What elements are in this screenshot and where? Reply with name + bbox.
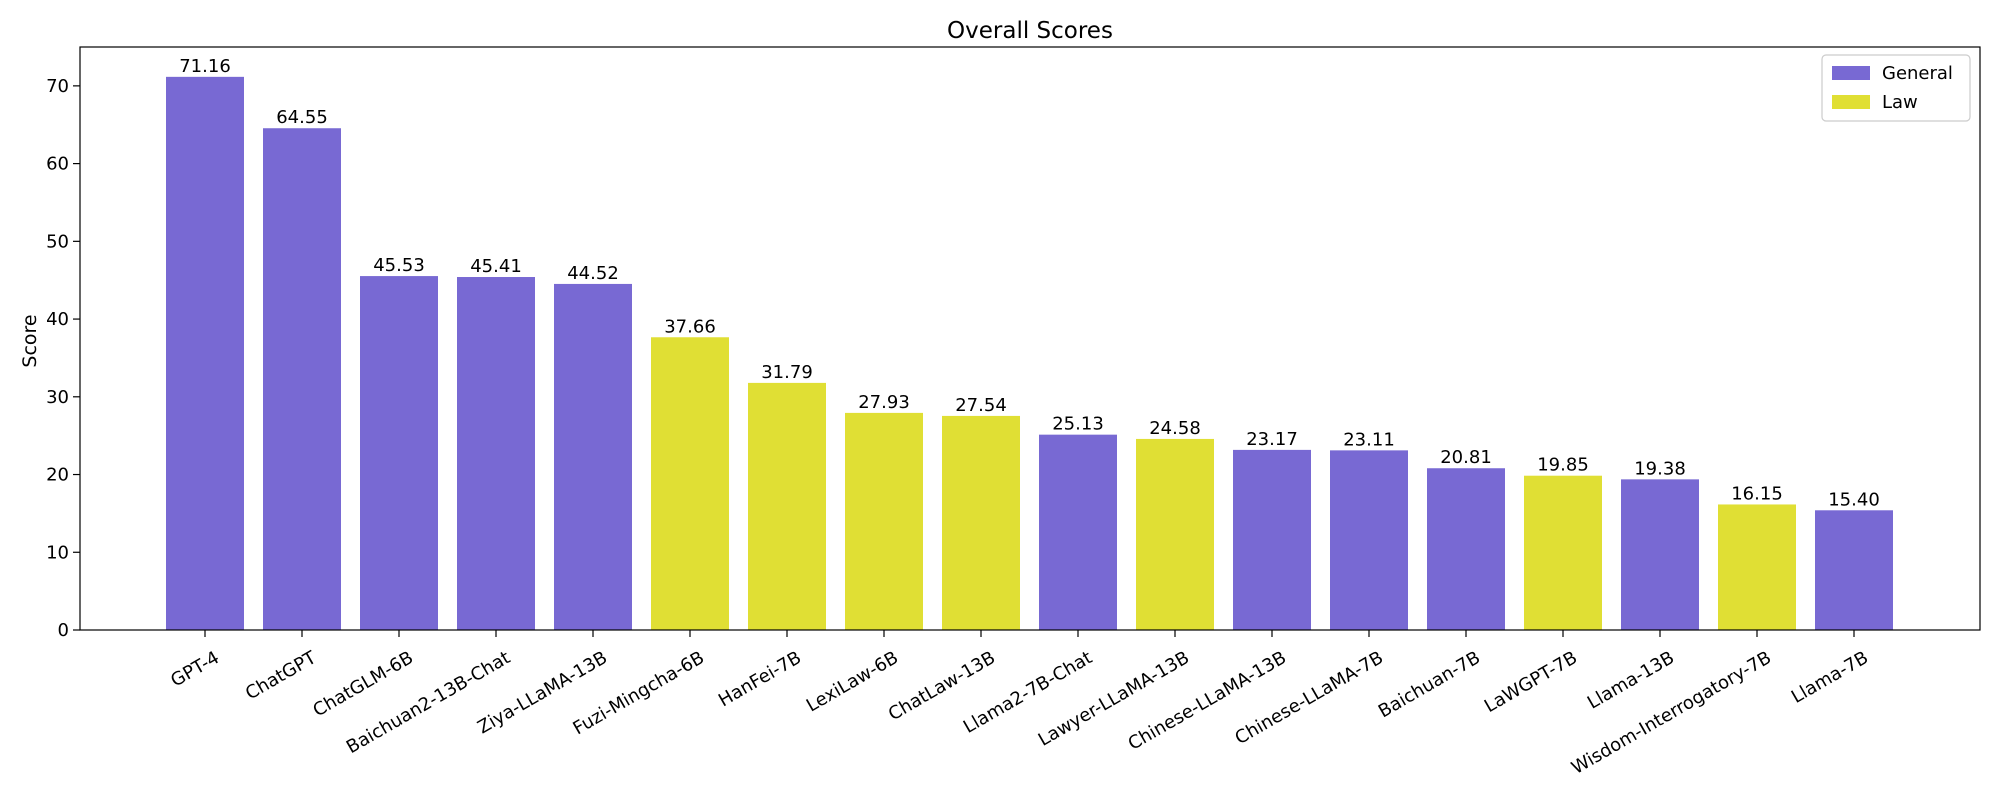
x-tick-label: Baichuan-7B (1375, 647, 1484, 722)
bar-value-label: 23.11 (1343, 429, 1395, 450)
bar-value-label: 45.53 (373, 255, 425, 276)
y-tick-label: 0 (58, 620, 69, 641)
legend-label: General (1882, 63, 1953, 84)
x-tick-label: LaWGPT-7B (1481, 647, 1581, 717)
bar-value-label: 27.54 (955, 395, 1007, 416)
plot-area: 0 10 20 30 40 50 60 70 71.16 GPT-4 64.55 ChatGPT 45.… (46, 56, 1893, 779)
bar-value-label: 19.38 (1634, 458, 1686, 479)
bar (651, 337, 729, 630)
bar (1330, 450, 1408, 630)
bar (1233, 449, 1311, 630)
y-tick-label: 30 (46, 387, 69, 408)
bar (1136, 438, 1214, 630)
y-tick-label: 40 (46, 309, 69, 330)
bar-value-label: 19.85 (1537, 455, 1589, 476)
bar (1039, 434, 1117, 630)
bar (554, 283, 632, 630)
y-tick-label: 70 (46, 76, 69, 97)
bar (942, 415, 1020, 630)
bar (1815, 510, 1893, 630)
y-tick-label: 10 (46, 542, 69, 563)
y-tick-label: 60 (46, 154, 69, 175)
x-tick-label: Chinese-LLaMA-13B (1125, 647, 1290, 755)
plot-frame (79, 46, 1981, 631)
bar (1621, 479, 1699, 630)
legend-label: Law (1882, 92, 1918, 113)
bar-value-label: 16.15 (1731, 483, 1783, 504)
y-tick-label: 20 (46, 465, 69, 486)
bar (457, 277, 535, 630)
legend: General Law (1821, 54, 1971, 122)
chart-title: Overall Scores (947, 18, 1113, 44)
y-tick-label: 50 (46, 231, 69, 252)
bar-value-label: 15.40 (1828, 489, 1880, 510)
bar-value-label: 71.16 (179, 56, 231, 77)
x-tick-label: GPT-4 (167, 647, 223, 691)
bar (1524, 475, 1602, 630)
bar (1718, 504, 1796, 630)
x-tick-label: Llama-7B (1788, 647, 1872, 708)
x-tick-label: Llama-13B (1584, 647, 1678, 713)
bar (845, 412, 923, 630)
bar-value-label: 24.58 (1149, 418, 1201, 439)
bar-value-label: 31.79 (761, 362, 813, 383)
legend-swatch (1832, 66, 1870, 80)
bar-value-label: 20.81 (1440, 447, 1492, 468)
bar (263, 128, 341, 631)
bar-value-label: 25.13 (1052, 414, 1104, 435)
bar (360, 276, 438, 630)
bar (748, 382, 826, 630)
x-tick-label: Baichuan2-13B-Chat (343, 647, 514, 758)
bar-value-label: 23.17 (1246, 429, 1298, 450)
bar-value-label: 44.52 (567, 263, 619, 284)
x-tick-label: ChatGPT (242, 647, 321, 705)
y-axis-label: Score (19, 314, 41, 367)
bar-value-label: 27.93 (858, 392, 910, 413)
bar (166, 76, 244, 630)
legend-swatch (1832, 95, 1870, 109)
bar-value-label: 64.55 (276, 107, 328, 128)
bar-value-label: 37.66 (664, 316, 716, 337)
bar-value-label: 45.41 (470, 256, 522, 277)
x-tick-label: HanFei-7B (715, 647, 805, 711)
bar (1427, 468, 1505, 630)
